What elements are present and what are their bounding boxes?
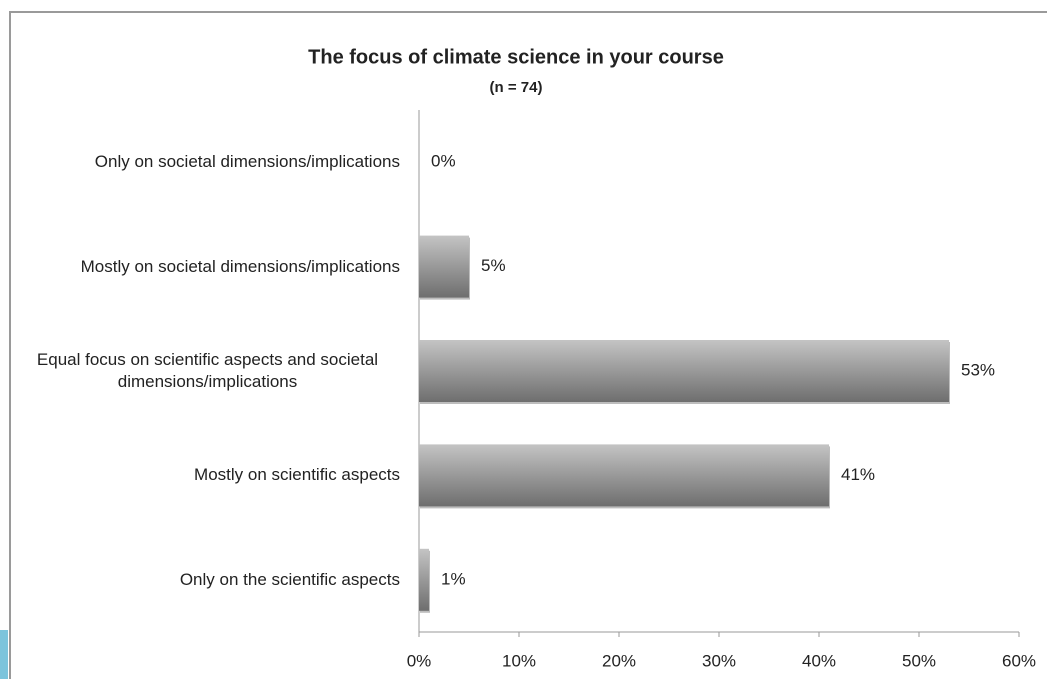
y-tick-label: Only on the scientific aspects [179, 569, 400, 589]
x-tick-label: 30% [702, 651, 736, 670]
value-label: 0% [431, 152, 456, 171]
value-label: 1% [441, 569, 466, 588]
y-tick-label: Equal focus on scientific aspects and so… [36, 350, 379, 391]
bar [419, 340, 949, 402]
y-tick-label: Mostly on scientific aspects [194, 465, 400, 485]
bar [419, 444, 829, 507]
bar [419, 235, 469, 298]
y-tick-label: Only on societal dimensions/implications [94, 152, 400, 172]
value-label: 41% [841, 465, 875, 484]
chart-title: The focus of climate science in your cou… [308, 46, 724, 68]
frame [9, 11, 1047, 679]
y-tick-label: Mostly on societal dimensions/implicatio… [80, 256, 400, 276]
bar [419, 548, 429, 611]
side-strip [0, 630, 8, 679]
x-tick-label: 50% [902, 651, 936, 670]
x-tick-label: 60% [1002, 651, 1036, 670]
chart-subtitle: (n = 74) [490, 79, 543, 96]
value-label: 5% [481, 256, 506, 275]
x-tick-label: 10% [502, 651, 536, 670]
value-label: 53% [961, 360, 995, 379]
x-tick-label: 40% [802, 651, 836, 670]
x-tick-label: 20% [602, 651, 636, 670]
x-tick-label: 0% [407, 651, 432, 670]
